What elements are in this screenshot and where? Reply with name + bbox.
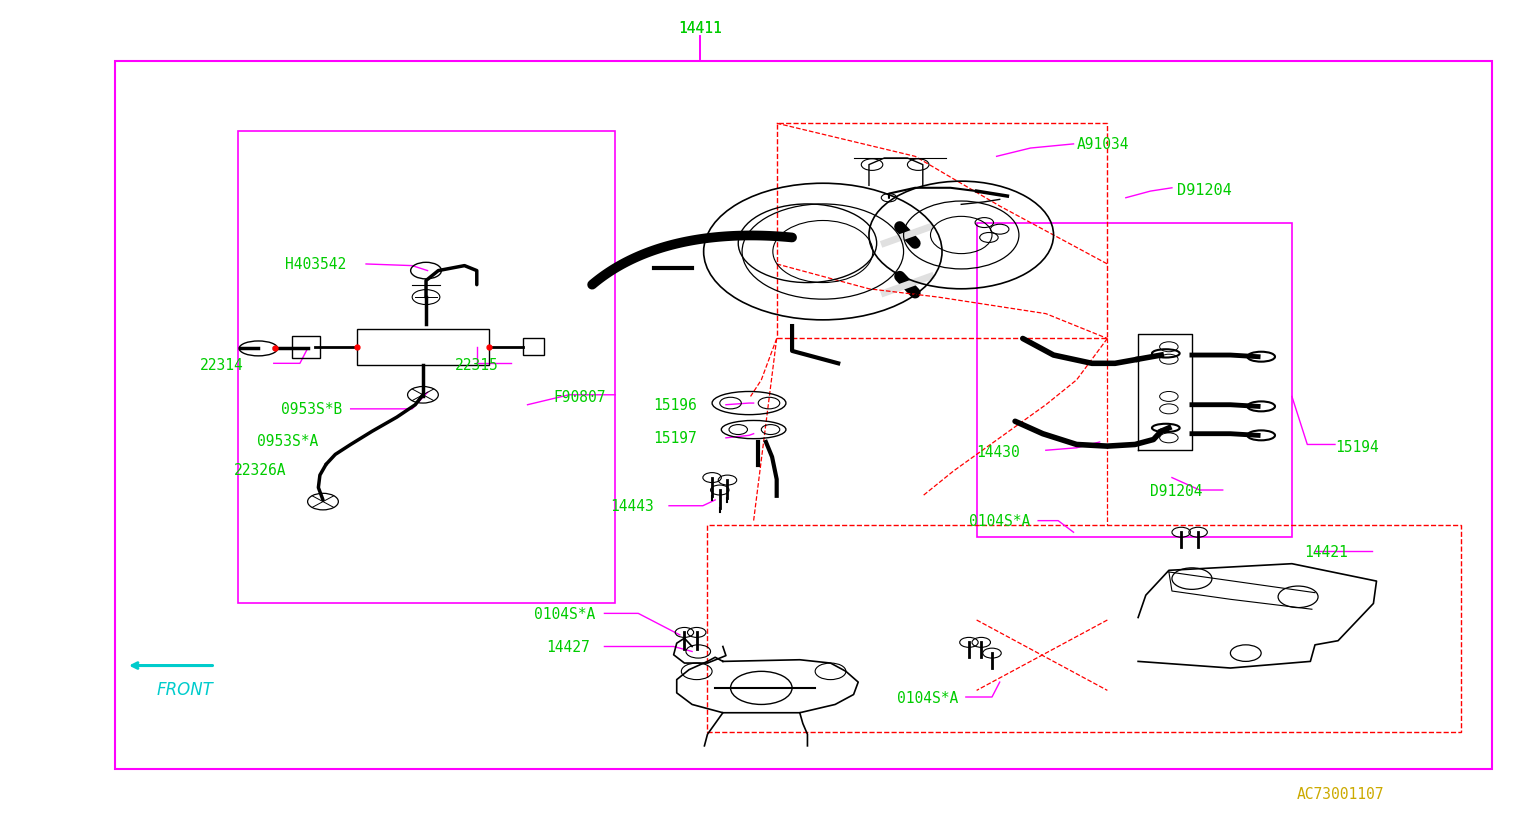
Text: 15197: 15197 — [654, 431, 697, 446]
Text: 14411: 14411 — [678, 22, 721, 36]
Text: F90807: F90807 — [554, 390, 606, 404]
Bar — [523, 339, 544, 356]
Text: 14411: 14411 — [678, 22, 721, 36]
Text: 14421: 14421 — [1304, 544, 1347, 559]
Text: D91204: D91204 — [1150, 483, 1203, 498]
Text: 22326A: 22326A — [234, 462, 286, 477]
Bar — [707, 525, 1461, 732]
Text: H403542: H403542 — [285, 257, 346, 272]
Bar — [292, 337, 320, 358]
Text: 22314: 22314 — [200, 358, 243, 373]
Text: 0953S*A: 0953S*A — [257, 433, 318, 448]
Text: FRONT: FRONT — [157, 680, 212, 698]
Bar — [238, 132, 615, 604]
Text: 14430: 14430 — [977, 445, 1020, 460]
Text: 15196: 15196 — [654, 398, 697, 413]
Text: 0104S*A: 0104S*A — [969, 514, 1030, 528]
Bar — [357, 329, 489, 366]
Bar — [115, 62, 1492, 769]
Bar — [777, 124, 1107, 339]
Text: A91034: A91034 — [1077, 137, 1129, 152]
Text: D91204: D91204 — [1177, 183, 1232, 198]
Text: 0104S*A: 0104S*A — [534, 606, 595, 621]
Text: 15194: 15194 — [1335, 439, 1378, 454]
Text: 14427: 14427 — [546, 639, 589, 654]
Text: AC73001107: AC73001107 — [1297, 786, 1384, 801]
Bar — [977, 223, 1292, 538]
Text: 0104S*A: 0104S*A — [897, 690, 958, 705]
Text: 0953S*B: 0953S*B — [281, 402, 343, 417]
Text: 14443: 14443 — [611, 499, 654, 514]
Text: 22315: 22315 — [455, 358, 498, 373]
